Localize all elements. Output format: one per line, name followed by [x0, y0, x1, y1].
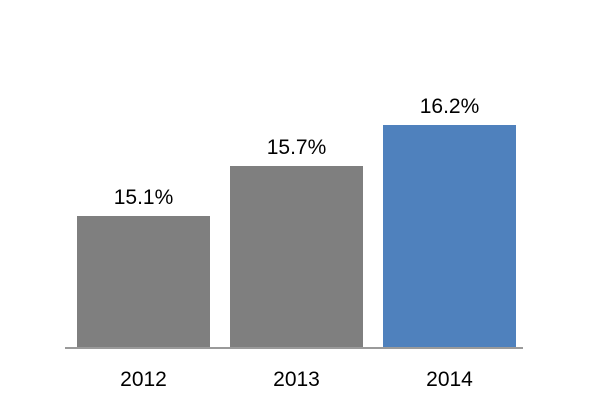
bar-value-label: 16.2%	[419, 95, 480, 118]
x-axis-labels: 2012 2013 2014	[77, 368, 516, 391]
x-axis-line	[65, 347, 523, 349]
x-tick-label-2014: 2014	[426, 368, 473, 391]
bar-value-label: 15.1%	[113, 186, 174, 209]
bar-group-2013: 15.7%	[230, 137, 363, 348]
bar-2014	[383, 125, 516, 348]
x-tick-label-2013: 2013	[273, 368, 320, 391]
bar-value-label: 15.7%	[266, 136, 327, 159]
bar-2013	[230, 166, 363, 348]
x-tick-label-2012: 2012	[120, 368, 167, 391]
bar-group-2012: 15.1%	[77, 187, 210, 348]
bar-group-2014: 16.2%	[383, 96, 516, 348]
bar-2012	[77, 216, 210, 348]
plot-area: 15.1% 15.7% 16.2%	[77, 28, 516, 348]
